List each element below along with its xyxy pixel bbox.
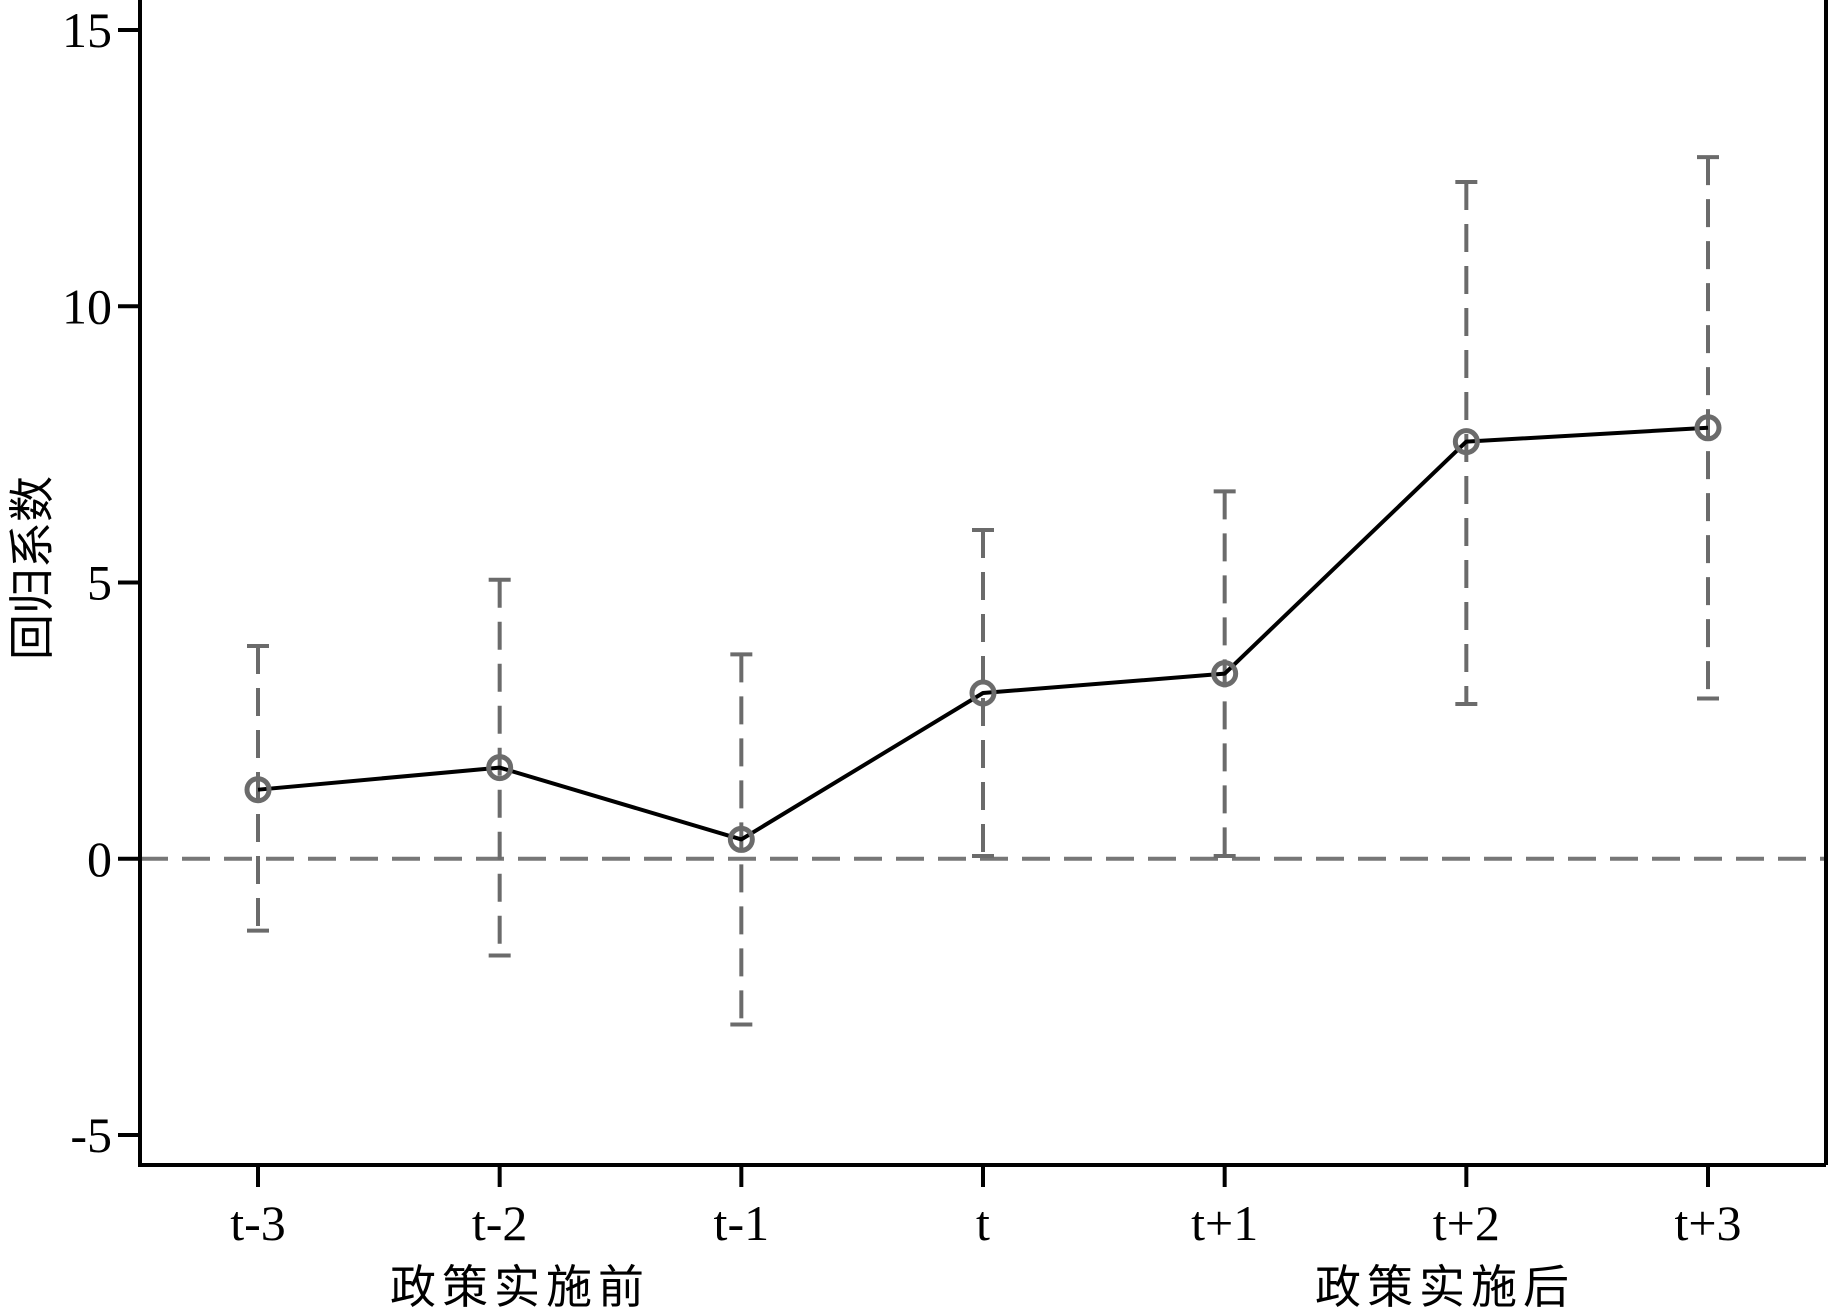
group-label-before: 政策实施前 <box>390 1260 650 1312</box>
y-tick-label: 5 <box>87 555 112 611</box>
x-tick-label: t-3 <box>230 1195 286 1251</box>
x-tick-label: t <box>976 1195 990 1251</box>
group-label-after: 政策实施后 <box>1315 1260 1575 1312</box>
x-tick-label: t-2 <box>472 1195 528 1251</box>
data-point <box>1211 660 1239 688</box>
data-point <box>486 754 514 782</box>
plot-area: -5 0 5 10 15 t-3 t-2 t-1 t t+1 t+2 t+3 <box>62 0 1828 1251</box>
y-tick-label: 10 <box>62 278 112 334</box>
data-point <box>727 825 755 853</box>
data-point <box>1452 428 1480 456</box>
coefficient-line <box>257 425 1709 842</box>
data-point <box>969 679 997 707</box>
x-tick-label: t+2 <box>1433 1195 1500 1251</box>
y-tick-label: 0 <box>87 831 112 887</box>
y-tick-label: -5 <box>70 1107 112 1163</box>
y-axis-title: 回归系数 <box>5 476 59 660</box>
y-tick-label: 15 <box>62 2 112 58</box>
x-tick-label: t+3 <box>1674 1195 1741 1251</box>
x-tick-label: t-1 <box>714 1195 770 1251</box>
data-point <box>244 776 272 804</box>
data-point <box>1694 414 1722 442</box>
x-tick-label: t+1 <box>1191 1195 1258 1251</box>
